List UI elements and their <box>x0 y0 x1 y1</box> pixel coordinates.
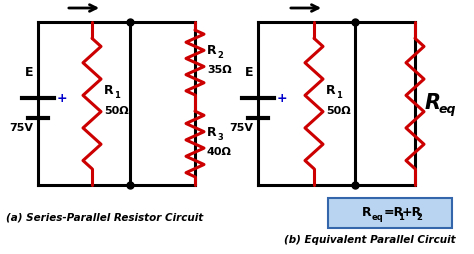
Text: (a) Series-Parallel Resistor Circuit: (a) Series-Parallel Resistor Circuit <box>6 213 204 223</box>
Text: +: + <box>57 91 68 104</box>
Text: 50Ω: 50Ω <box>326 106 351 116</box>
Text: R: R <box>207 43 217 56</box>
Text: 3: 3 <box>217 133 223 141</box>
Text: eq: eq <box>372 214 384 223</box>
Text: R: R <box>104 85 114 98</box>
Text: 2: 2 <box>217 51 223 59</box>
Text: eq: eq <box>439 103 456 117</box>
Text: +R: +R <box>402 207 422 219</box>
Text: =R: =R <box>384 207 404 219</box>
Text: (b) Equivalent Parallel Circuit: (b) Equivalent Parallel Circuit <box>284 235 456 245</box>
FancyBboxPatch shape <box>328 198 452 228</box>
Text: 1: 1 <box>398 214 404 223</box>
Text: R: R <box>425 93 441 113</box>
Text: E: E <box>25 67 33 80</box>
Text: 2: 2 <box>416 214 422 223</box>
Text: R: R <box>207 125 217 138</box>
Text: 75V: 75V <box>229 123 253 133</box>
Text: 35Ω: 35Ω <box>207 65 232 75</box>
Text: E: E <box>245 67 253 80</box>
Text: 75V: 75V <box>9 123 33 133</box>
Text: 50Ω: 50Ω <box>104 106 128 116</box>
Text: R: R <box>326 85 336 98</box>
Text: 1: 1 <box>114 91 120 101</box>
Text: 1: 1 <box>336 91 342 101</box>
Text: +: + <box>277 91 288 104</box>
Text: 40Ω: 40Ω <box>207 147 232 157</box>
Text: R: R <box>362 207 372 219</box>
